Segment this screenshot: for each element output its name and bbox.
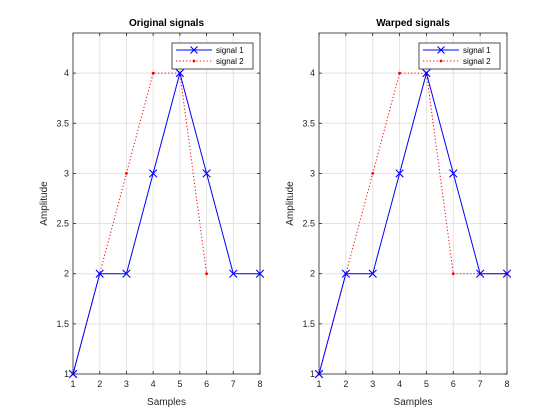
x-tick-label: 7 — [231, 379, 236, 389]
data-point-marker — [451, 272, 455, 276]
legend-label: signal 1 — [463, 46, 491, 55]
chart-title: Warped signals — [376, 18, 450, 29]
data-point-marker — [502, 269, 512, 278]
data-point-marker — [341, 269, 351, 278]
axes-box — [72, 32, 261, 375]
y-tick-label: 3.5 — [302, 118, 315, 128]
legend-box — [171, 42, 254, 70]
legend: signal 1 signal 2 — [171, 42, 254, 70]
y-tick-label: 4 — [64, 68, 69, 78]
legend-box — [418, 42, 501, 70]
y-tick-label: 2 — [64, 269, 69, 279]
plot-area — [319, 33, 507, 374]
y-tick-label: 2.5 — [302, 219, 315, 229]
legend-label: signal 1 — [216, 46, 244, 55]
x-tick-label: 2 — [97, 379, 102, 389]
x-tick-label: 2 — [343, 379, 348, 389]
y-tick-label: 4 — [310, 68, 315, 78]
y-tick-label: 1 — [310, 369, 315, 379]
legend-label: signal 2 — [216, 57, 244, 66]
legend-marker — [439, 59, 443, 63]
series-line-1 — [72, 71, 260, 375]
y-tick-label: 3.5 — [56, 118, 69, 128]
y-tick-label: 2.5 — [56, 219, 69, 229]
data-point-marker — [398, 71, 401, 75]
x-tick-label: 3 — [370, 379, 375, 389]
x-axis-label: Samples — [394, 397, 433, 408]
y-tick-label: 1.5 — [56, 319, 69, 329]
x-tick-label: 8 — [257, 379, 262, 389]
x-tick-label: 1 — [316, 379, 321, 389]
data-point-marker — [371, 172, 375, 175]
data-point-marker — [202, 169, 211, 178]
y-axis-label: Amplitude — [39, 181, 50, 226]
x-tick-label: 7 — [478, 379, 483, 389]
chart-title: Original signals — [129, 18, 204, 29]
x-tick-label: 4 — [397, 379, 402, 389]
x-axis-label: Samples — [147, 397, 186, 408]
series-line-2 — [72, 72, 208, 375]
x-tick-label: 6 — [451, 379, 456, 389]
legend-label: signal 2 — [463, 57, 491, 66]
data-point-marker — [125, 172, 128, 175]
data-point-marker — [151, 71, 155, 75]
legend-marker — [192, 59, 196, 63]
axes-box — [318, 32, 508, 375]
data-point-marker — [205, 272, 208, 276]
y-tick-label: 2 — [310, 269, 315, 279]
y-tick-label: 1 — [64, 369, 69, 379]
data-point-marker — [368, 269, 377, 278]
chart-panel-2: 1 2 3 4 5 6 7 8 1 1.5 2 2.5 3 3.5 4 Warped signals Sampl… — [285, 18, 512, 408]
data-point-marker — [68, 369, 78, 379]
data-point-marker — [449, 169, 458, 178]
legend-marker — [190, 46, 198, 54]
series-line-1 — [318, 71, 507, 375]
data-point-marker — [255, 269, 265, 278]
data-point-marker — [475, 269, 485, 278]
legend: signal 1 signal 2 — [418, 42, 501, 70]
legend-marker — [437, 46, 445, 54]
data-point-marker — [314, 369, 324, 379]
plot-area — [73, 33, 260, 374]
y-tick-label: 3 — [310, 168, 315, 178]
x-tick-label: 1 — [70, 379, 75, 389]
data-point-marker — [422, 68, 431, 78]
data-point-marker — [175, 68, 185, 78]
x-tick-label: 4 — [151, 379, 156, 389]
data-point-marker — [122, 269, 131, 278]
y-axis-label: Amplitude — [285, 181, 296, 226]
y-tick-label: 3 — [64, 168, 69, 178]
x-tick-label: 3 — [124, 379, 129, 389]
data-point-marker — [395, 169, 404, 178]
y-tick-label: 1.5 — [302, 319, 315, 329]
data-point-marker — [148, 169, 158, 178]
x-tick-label: 6 — [204, 379, 209, 389]
chart-panel-1: 1 2 3 4 5 6 7 8 1 1.5 2 2.5 3 3.5 4 Original signals Sam… — [39, 18, 265, 408]
data-point-marker — [95, 269, 104, 278]
x-tick-label: 5 — [424, 379, 429, 389]
data-point-marker — [229, 269, 238, 278]
x-tick-label: 5 — [177, 379, 182, 389]
x-tick-label: 8 — [504, 379, 509, 389]
